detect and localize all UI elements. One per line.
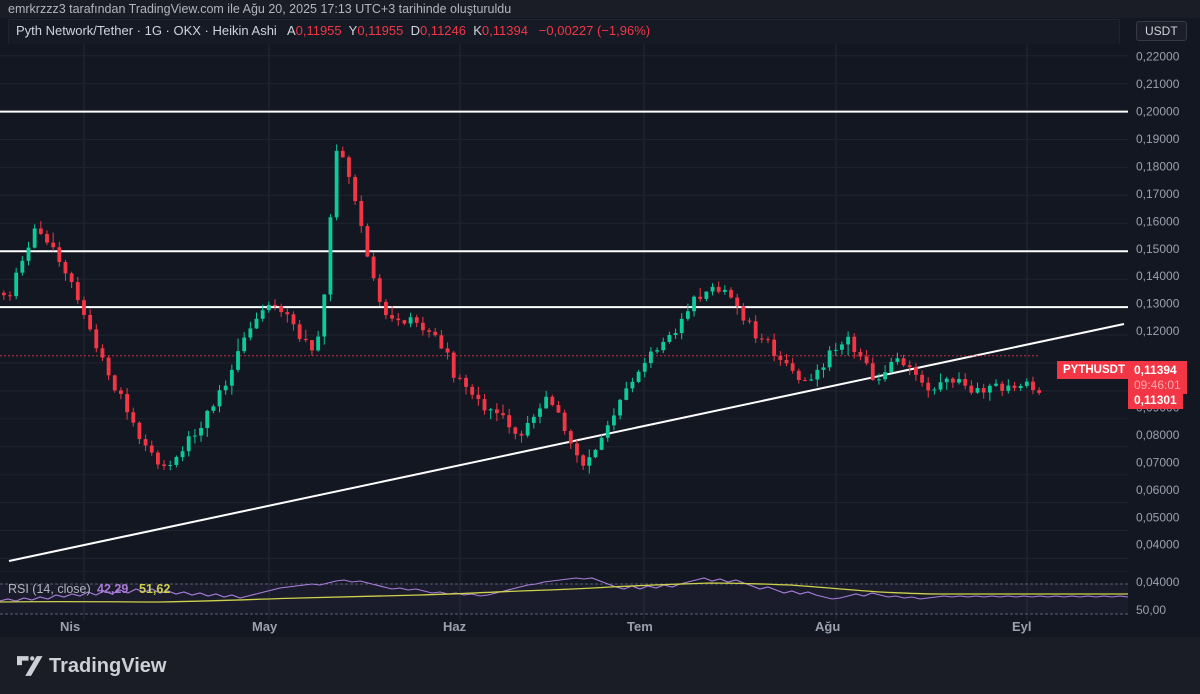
svg-text:0,21000: 0,21000 (1136, 77, 1180, 91)
svg-text:0,05000: 0,05000 (1136, 510, 1180, 524)
svg-text:0,08000: 0,08000 (1136, 428, 1180, 442)
svg-text:0,13000: 0,13000 (1136, 297, 1180, 311)
svg-text:0,04000: 0,04000 (1136, 538, 1180, 552)
svg-text:0,06000: 0,06000 (1136, 483, 1180, 497)
svg-text:0,12000: 0,12000 (1136, 324, 1180, 338)
svg-text:51,62: 51,62 (139, 582, 170, 596)
svg-text:0,19000: 0,19000 (1136, 132, 1180, 146)
svg-text:0,15000: 0,15000 (1136, 242, 1180, 256)
svg-text:42,29: 42,29 (97, 582, 128, 596)
svg-text:0,22000: 0,22000 (1136, 50, 1180, 64)
svg-text:0,14000: 0,14000 (1136, 269, 1180, 283)
svg-text:0,07000: 0,07000 (1136, 455, 1180, 469)
svg-text:0,18000: 0,18000 (1136, 159, 1180, 173)
svg-text:0,16000: 0,16000 (1136, 214, 1180, 228)
svg-text:0,20000: 0,20000 (1136, 105, 1180, 119)
svg-text:0,17000: 0,17000 (1136, 187, 1180, 201)
svg-text:RSI (14, close): RSI (14, close) (8, 582, 91, 596)
